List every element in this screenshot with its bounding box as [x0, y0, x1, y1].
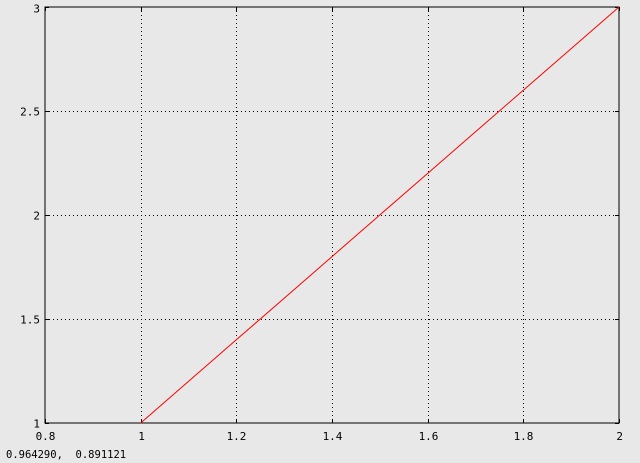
- y-tick-label: 1.5: [20, 314, 40, 327]
- y-tick-label: 2: [33, 210, 40, 223]
- series-line: [140, 6, 620, 424]
- y-tick-label: 2.5: [20, 106, 40, 119]
- coordinate-readout: 0.964290, 0.891121: [6, 449, 127, 461]
- y-tick-label: 1: [33, 418, 40, 431]
- x-tick-label: 2: [616, 430, 623, 443]
- x-tick-label: 1.8: [514, 430, 534, 443]
- x-tick-label: 1.4: [323, 430, 343, 443]
- x-tick-label: 1.6: [419, 430, 439, 443]
- x-tick-label: 1: [138, 430, 145, 443]
- tick-labels: 0.8 1 1.2 1.4 1.6 1.8 211.522.53: [20, 3, 623, 444]
- x-tick-label: 0.8: [36, 430, 56, 443]
- x-tick-label: 1.2: [227, 430, 247, 443]
- grid-lines: [45, 7, 619, 423]
- y-tick-label: 3: [33, 3, 40, 16]
- series-layer: [140, 6, 620, 424]
